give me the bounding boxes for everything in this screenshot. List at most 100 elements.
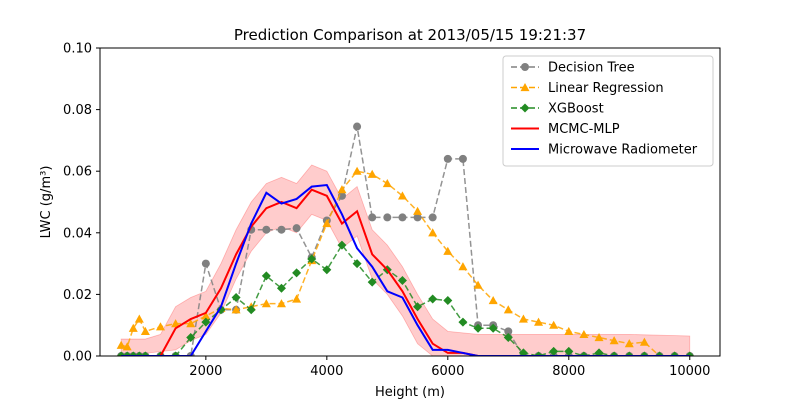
plot-area [116,122,695,356]
xgboost-point [488,323,498,333]
xgboost-point [579,351,589,356]
linear-regression-point [231,305,241,314]
xgboost-point [322,265,332,275]
linear-regression-point [201,311,211,320]
legend-marker [520,103,530,113]
decision-tree-point [368,213,377,222]
linear-regression-point [397,191,407,200]
xgboost-point [534,351,544,356]
x-tick-label: 10000 [669,364,710,379]
linear-regression-point [458,262,468,271]
xgboost-point [201,317,211,327]
linear-regression-point [116,340,126,349]
xgboost-point [231,292,241,302]
x-tick-label: 8000 [552,364,585,379]
linear-regression-point [322,219,332,228]
xgboost-point [155,351,165,356]
y-axis-label: LWC (g/m³) [39,166,54,239]
legend-item-decision-tree: Decision Tree [511,61,635,76]
x-tick-label: 4000 [310,364,343,379]
legend-label: Decision Tree [548,61,635,76]
linear-regression-point [292,294,302,303]
xgboost-point [397,276,407,286]
legend-marker [521,63,529,71]
xgboost-point [639,351,649,356]
xgboost-point [655,351,665,356]
y-tick-label: 0.04 [63,226,92,241]
xgboost-point [171,351,181,356]
linear-regression-point [337,185,347,194]
linear-regression-point [428,228,438,237]
linear-regression-point [609,336,619,345]
xgboost-point [128,351,138,356]
x-tick-label: 6000 [431,364,464,379]
y-tick-label: 0.08 [63,103,92,118]
linear-regression-series [116,166,693,356]
decision-tree-point [458,154,467,163]
microwave-radiometer-series [121,183,690,356]
legend-marker [520,83,530,92]
xgboost-point [186,333,196,343]
xgboost-point [246,305,256,315]
y-tick-label: 0.00 [63,350,92,365]
xgboost-point [367,277,377,287]
legend-label: XGBoost [548,102,604,117]
decision-tree-point [201,259,210,268]
linear-regression-point [186,319,196,328]
legend-item-microwave-radiometer: Microwave Radiometer [511,143,698,158]
linear-regression-point [624,339,634,348]
xgboost-point [624,351,634,356]
xgboost-point [307,254,317,264]
linear-regression-point [128,323,138,332]
decision-tree-point [262,225,271,234]
xgboost-point [549,346,559,356]
xgboost-point [261,271,271,281]
xgboost-point [276,283,286,293]
decision-tree-point [277,225,286,234]
decision-tree-point [504,327,513,336]
legend-label: Microwave Radiometer [548,143,698,158]
legend-label: Linear Regression [548,81,664,96]
legend-box [502,55,714,167]
linear-regression-point [261,299,271,308]
linear-regression-point [122,342,132,351]
linear-regression-point [352,166,362,175]
x-axis-label: Height (m) [375,385,445,400]
y-tick-label: 0.06 [63,165,92,180]
xgboost-point [503,333,513,343]
decision-tree-point [292,224,301,233]
linear-regression-point [382,179,392,188]
x-tick-label: 2000 [189,364,222,379]
decision-tree-point [398,213,407,222]
xgboost-point [413,302,423,312]
linear-regression-point [171,319,181,328]
linear-regression-point [594,333,604,342]
xgboost-point [292,268,302,278]
microwave-radiometer-line [121,183,690,356]
xgboost-point [140,351,150,356]
linear-regression-point [443,246,453,255]
legend-item-mcmc-mlp: MCMC-MLP [511,122,620,137]
linear-regression-point [367,169,377,178]
linear-regression-point [488,296,498,305]
linear-regression-point [473,280,483,289]
decision-tree-point [428,213,437,222]
decision-tree-point [383,213,392,222]
linear-regression-point [534,317,544,326]
mcmc-mlp-line [121,188,690,356]
legend-item-xgboost: XGBoost [511,102,604,117]
axes-frame [99,47,721,357]
linear-regression-point [155,322,165,331]
decision-tree-point [443,154,452,163]
xgboost-point [443,296,453,306]
decision-tree-point [353,122,362,131]
legend-item-linear-regression: Linear Regression [511,81,664,96]
xgboost-point [685,351,695,356]
axes: 2000 4000 6000 8000 10000 0.00 0.02 0.04 0.06 0.0… [63,42,721,379]
xgboost-point [337,240,347,250]
linear-regression-point [134,314,144,323]
linear-regression-point [549,320,559,329]
xgboost-point [564,346,574,356]
xgboost-point [134,351,144,356]
